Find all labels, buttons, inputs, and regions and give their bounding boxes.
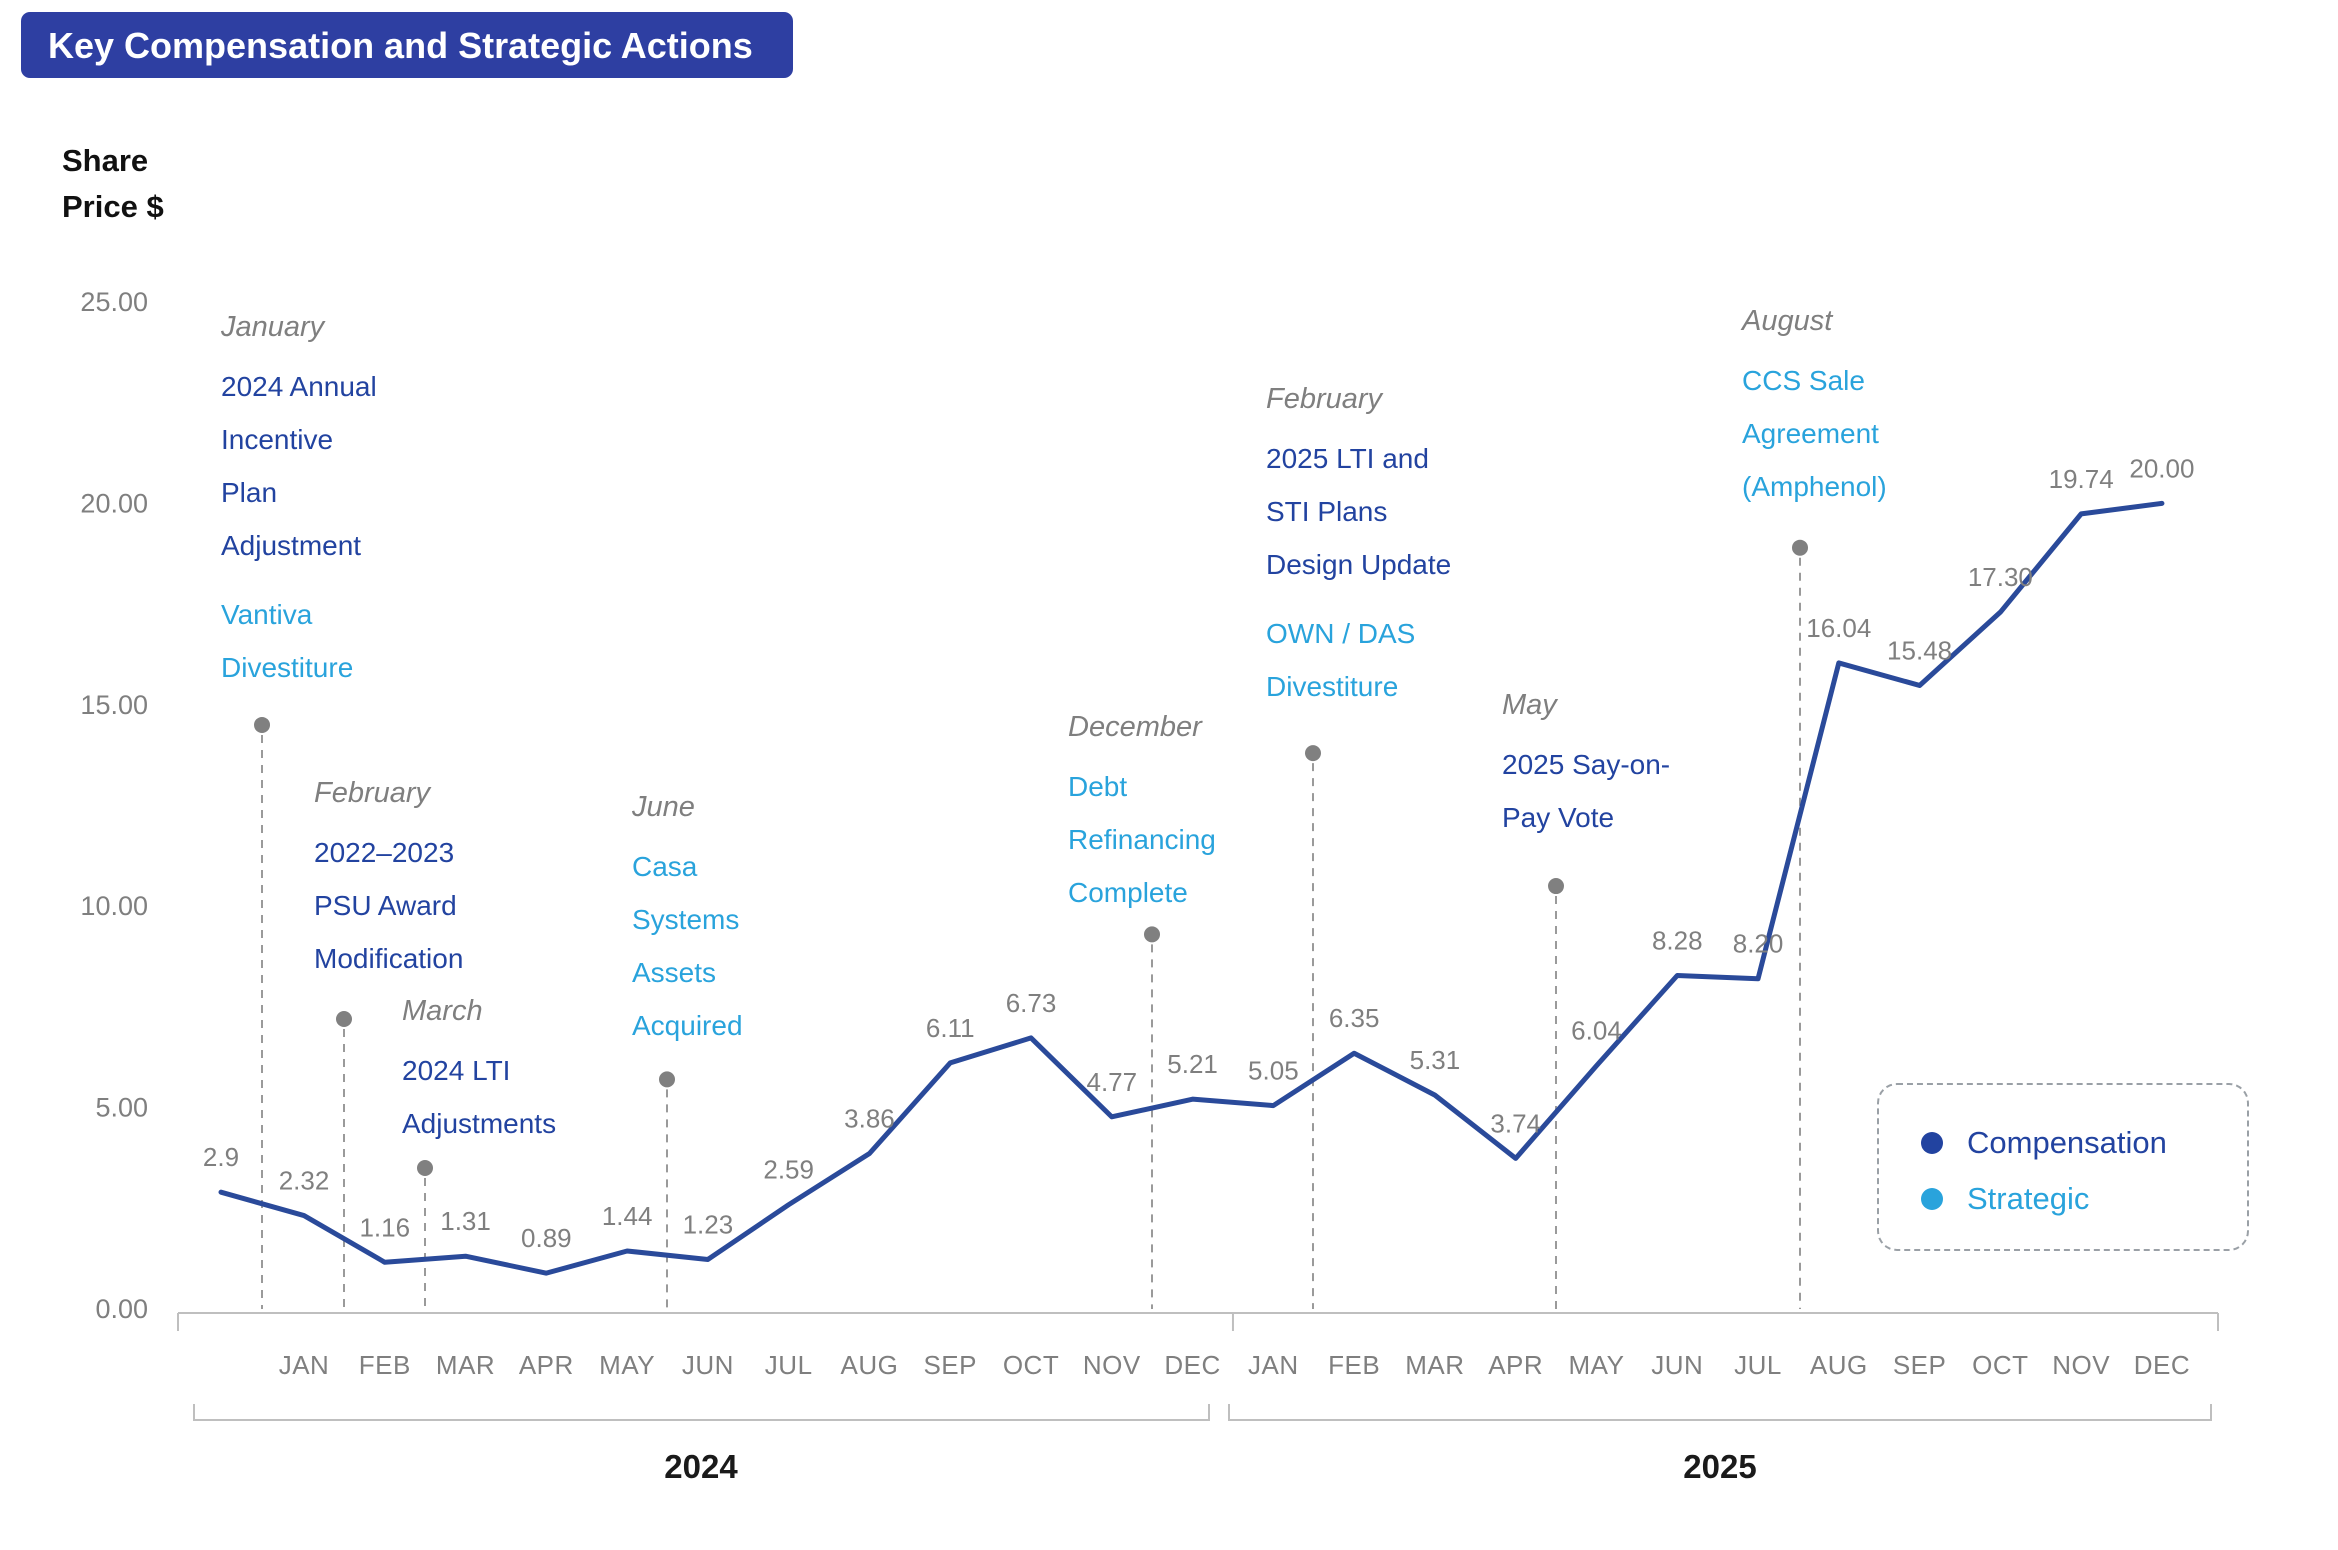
data-label: 2.32 <box>279 1166 330 1196</box>
year-bracket-2025 <box>1228 1404 2212 1421</box>
data-label: 0.89 <box>521 1223 572 1253</box>
data-label: 6.35 <box>1329 1003 1380 1033</box>
data-label: 6.11 <box>926 1013 975 1043</box>
data-label: 6.73 <box>1006 988 1057 1018</box>
y-axis-title: Share Price $ <box>62 138 164 230</box>
annotation-dot-mar-2024 <box>417 1160 433 1177</box>
y-tick-label: 15.00 <box>80 690 148 720</box>
data-label: 6.04 <box>1571 1016 1622 1046</box>
data-label: 5.05 <box>1248 1056 1299 1086</box>
compensation-legend-label: Compensation <box>1967 1125 2167 1160</box>
data-label: 8.28 <box>1652 925 1703 955</box>
month-tick-label: JUN <box>682 1350 734 1380</box>
year-label-2025: 2025 <box>1683 1448 1757 1485</box>
data-label: 2.59 <box>763 1155 814 1185</box>
year-bracket-2024 <box>193 1404 1210 1421</box>
month-tick-label: MAR <box>436 1350 495 1380</box>
data-label: 4.77 <box>1086 1067 1137 1097</box>
data-label: 3.74 <box>1490 1108 1541 1138</box>
month-tick-label: JUN <box>1651 1350 1703 1380</box>
month-tick-label: FEB <box>359 1350 411 1380</box>
strategic-legend-label: Strategic <box>1967 1181 2090 1216</box>
month-tick-label: AUG <box>1810 1350 1868 1380</box>
y-axis-title-line-1: Share <box>62 143 149 178</box>
month-tick-label: NOV <box>1083 1350 1141 1380</box>
data-label: 15.48 <box>1887 635 1952 665</box>
data-label: 1.31 <box>440 1206 491 1236</box>
y-tick-label: 0.00 <box>95 1294 148 1324</box>
month-tick-label: AUG <box>841 1350 899 1380</box>
y-axis-title-line-2: Price $ <box>62 189 164 224</box>
strategic-legend-dot <box>1921 1188 1943 1210</box>
data-label: 20.00 <box>2129 453 2194 483</box>
annotation-dot-aug-2025 <box>1792 539 1808 556</box>
year-label-2024: 2024 <box>664 1448 738 1485</box>
annotation-dot-may-2025 <box>1548 878 1564 895</box>
y-tick-label: 5.00 <box>95 1093 148 1123</box>
annotation-dot-dec-2024 <box>1144 926 1160 943</box>
month-tick-label: JAN <box>1248 1350 1299 1380</box>
month-tick-label: JUL <box>765 1350 813 1380</box>
month-tick-label: MAR <box>1405 1350 1464 1380</box>
annotation-dot-jan-2024 <box>254 716 270 733</box>
data-label: 8.20 <box>1733 929 1784 959</box>
page-title: Key Compensation and Strategic Actions <box>21 12 793 78</box>
month-tick-label: MAY <box>599 1350 655 1380</box>
month-tick-label: JAN <box>279 1350 330 1380</box>
month-tick-label: JUL <box>1734 1350 1782 1380</box>
data-label: 1.16 <box>359 1212 410 1242</box>
annotation-dot-feb-2024 <box>336 1010 352 1027</box>
month-tick-label: SEP <box>1893 1350 1947 1380</box>
annotation-dot-jun-2024 <box>659 1071 675 1088</box>
month-tick-label: SEP <box>923 1350 977 1380</box>
data-label: 1.23 <box>683 1209 734 1239</box>
month-tick-label: DEC <box>2134 1350 2190 1380</box>
data-label: 3.86 <box>844 1104 895 1134</box>
data-label: 2.9 <box>203 1142 239 1172</box>
data-label: 17.30 <box>1968 562 2033 592</box>
share-price-line <box>218 500 2165 1276</box>
month-tick-label: NOV <box>2052 1350 2110 1380</box>
month-tick-label: DEC <box>1164 1350 1220 1380</box>
month-tick-label: OCT <box>1972 1350 2028 1380</box>
legend-item-strategic: Strategic <box>1921 1171 2247 1227</box>
annotation-dot-feb-2025 <box>1305 745 1321 762</box>
month-tick-label: MAY <box>1569 1350 1625 1380</box>
month-tick-label: FEB <box>1328 1350 1380 1380</box>
data-label: 5.31 <box>1410 1045 1461 1075</box>
legend: Compensation Strategic <box>1877 1083 2249 1251</box>
data-label: 1.44 <box>602 1201 653 1231</box>
month-tick-label: APR <box>1488 1350 1543 1380</box>
month-tick-label: APR <box>519 1350 574 1380</box>
month-tick-label: OCT <box>1003 1350 1059 1380</box>
legend-item-compensation: Compensation <box>1921 1115 2247 1171</box>
data-label: 5.21 <box>1167 1049 1218 1079</box>
compensation-legend-dot <box>1921 1132 1943 1154</box>
y-tick-label: 20.00 <box>80 488 148 518</box>
y-tick-label: 25.00 <box>80 287 148 317</box>
data-label: 16.04 <box>1806 613 1871 643</box>
y-tick-label: 10.00 <box>80 891 148 921</box>
data-label: 19.74 <box>2049 464 2114 494</box>
